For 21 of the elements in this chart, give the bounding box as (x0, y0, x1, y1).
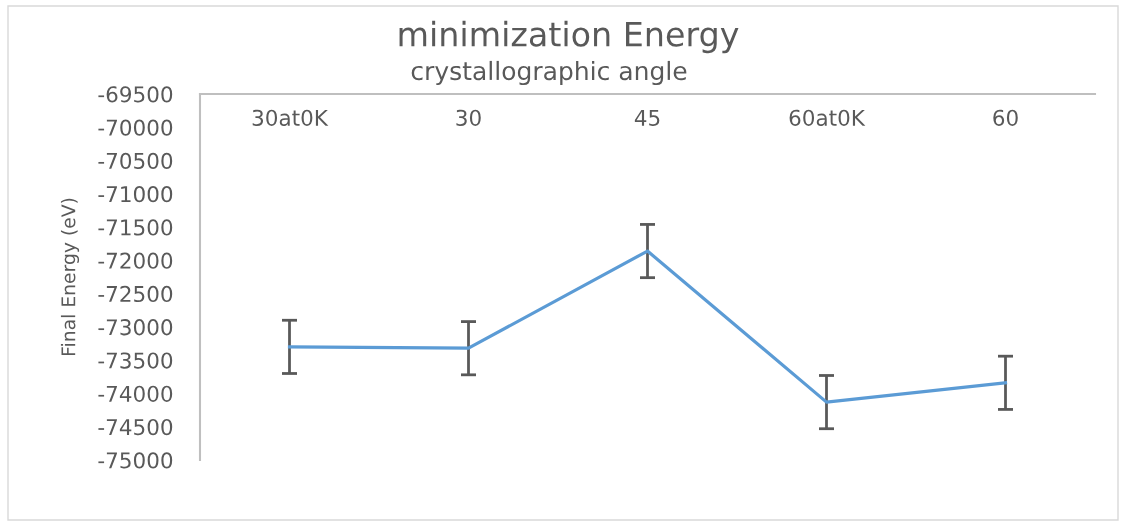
y-tick-label: -69500 (98, 86, 173, 103)
x-tick-label: 60 (993, 109, 1018, 126)
chart-title: minimization Energy (399, 20, 739, 54)
y-tick-label: -74000 (98, 385, 173, 402)
x-tick-label: 30 (456, 109, 481, 126)
x-axis-title: crystallographic angle (411, 60, 687, 86)
x-tick-label: 30at0K (252, 109, 329, 126)
y-tick-label: -72000 (98, 252, 173, 269)
y-tick-label: -73500 (98, 352, 173, 369)
y-tick-label: -70500 (98, 152, 173, 170)
y-tick-label: -72500 (98, 285, 173, 303)
y-axis-title: Final Energy (eV) (60, 198, 80, 356)
y-tick-label: -75000 (98, 452, 173, 469)
y-tick-label: -71500 (98, 219, 173, 236)
y-tick-label: -70000 (98, 119, 173, 136)
x-tick-label: 45 (634, 109, 660, 126)
line-series (287, 249, 1008, 404)
y-tick-label: -71000 (98, 186, 173, 203)
y-tick-label: -74500 (98, 418, 173, 436)
x-tick-label: 60at0K (789, 109, 866, 126)
y-tick-label: -73000 (98, 319, 173, 336)
